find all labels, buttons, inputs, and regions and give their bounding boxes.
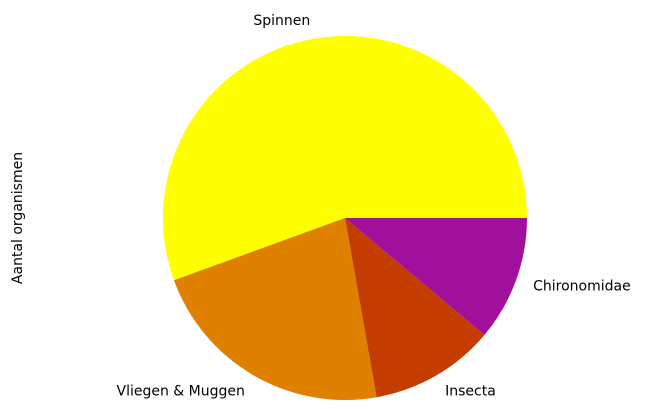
pie-slice bbox=[173, 218, 377, 400]
pie-slice bbox=[345, 218, 485, 398]
slice-label: Spinnen bbox=[253, 13, 310, 29]
y-axis-label: Aantal organismen bbox=[10, 152, 26, 284]
pie-slice bbox=[163, 36, 528, 281]
slice-label: Chironomidae bbox=[533, 278, 631, 294]
pie-slice bbox=[345, 218, 527, 335]
slice-label: Vliegen & Muggen bbox=[117, 383, 245, 399]
slice-label: Insecta bbox=[445, 383, 496, 399]
